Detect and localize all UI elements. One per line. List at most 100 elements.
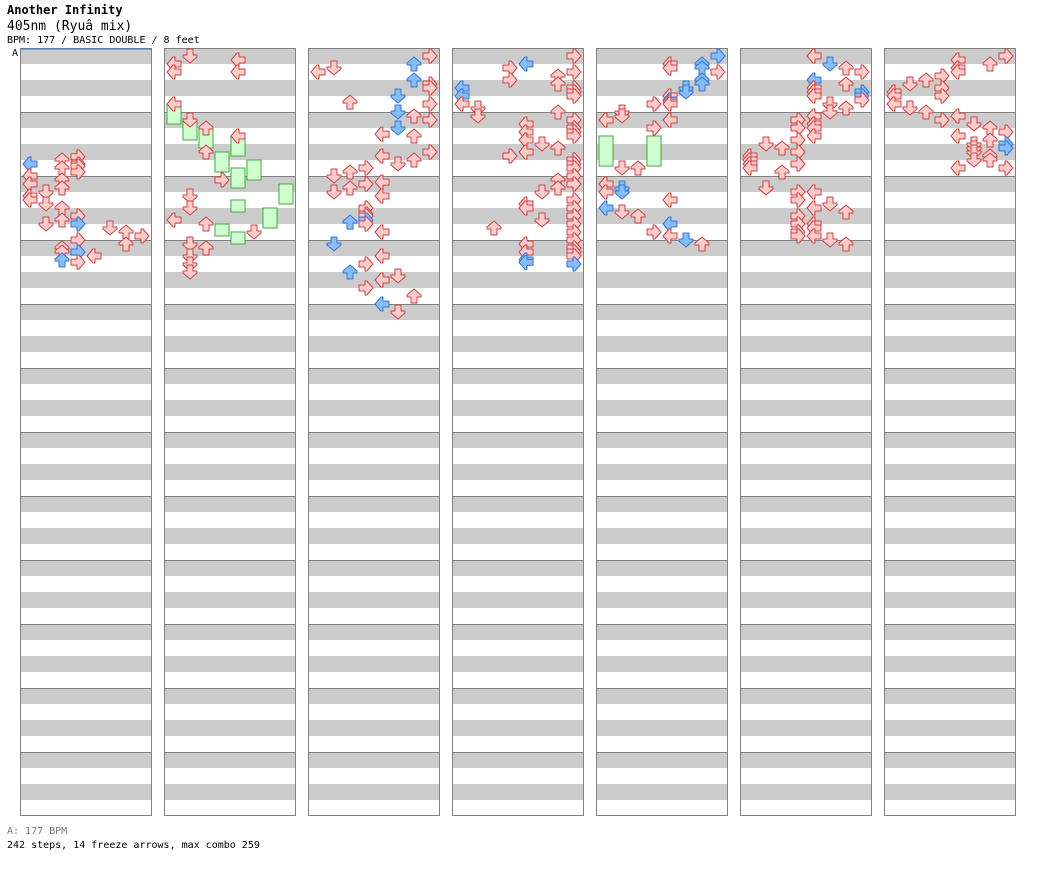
beat-stripe (20, 368, 152, 384)
down-arrow-icon (678, 84, 694, 100)
down-arrow-icon (534, 136, 550, 152)
up-arrow-icon (198, 240, 214, 256)
beat-stripe (740, 592, 872, 608)
freeze-arrow-body (214, 151, 230, 173)
beat-stripe (452, 720, 584, 736)
down-arrow-icon (182, 48, 198, 64)
up-arrow-icon (630, 208, 646, 224)
left-arrow-icon (806, 48, 822, 64)
beat-stripe (308, 144, 440, 160)
beat-stripe (596, 496, 728, 512)
chart-column-border (308, 48, 440, 816)
up-arrow-icon (550, 76, 566, 92)
down-arrow-icon (902, 100, 918, 116)
left-arrow-icon (598, 184, 614, 200)
beat-stripe (740, 368, 872, 384)
right-arrow-icon (502, 148, 518, 164)
right-arrow-icon (358, 160, 374, 176)
up-arrow-icon (342, 164, 358, 180)
left-arrow-icon (230, 128, 246, 144)
beat-stripe (884, 432, 1016, 448)
left-arrow-icon (598, 200, 614, 216)
beat-stripe (596, 368, 728, 384)
left-arrow-icon (886, 96, 902, 112)
beat-stripe (884, 144, 1016, 160)
up-arrow-icon (198, 144, 214, 160)
beat-stripe (164, 560, 296, 576)
beat-stripe (596, 592, 728, 608)
beat-stripe (308, 272, 440, 288)
left-arrow-icon (374, 248, 390, 264)
beat-stripe (308, 176, 440, 192)
up-arrow-icon (342, 264, 358, 280)
beat-stripe (308, 656, 440, 672)
beat-stripe (596, 400, 728, 416)
left-arrow-icon (662, 192, 678, 208)
up-arrow-icon (982, 56, 998, 72)
down-arrow-icon (390, 120, 406, 136)
right-arrow-icon (710, 48, 726, 64)
right-arrow-icon (422, 112, 438, 128)
song-subtitle: 405nm (Ryuâ mix) (7, 19, 133, 34)
freeze-arrow-body (230, 231, 246, 245)
beat-stripe (164, 720, 296, 736)
left-arrow-icon (374, 224, 390, 240)
beat-stripe (452, 752, 584, 768)
left-arrow-icon (374, 148, 390, 164)
down-arrow-icon (326, 184, 342, 200)
beat-stripe (884, 400, 1016, 416)
down-arrow-icon (182, 236, 198, 252)
beat-stripe (20, 48, 152, 64)
up-arrow-icon (342, 94, 358, 110)
beat-stripe (452, 208, 584, 224)
down-arrow-icon (326, 60, 342, 76)
right-arrow-icon (854, 92, 870, 108)
beat-stripe (740, 464, 872, 480)
beat-stripe (20, 528, 152, 544)
left-arrow-icon (310, 64, 326, 80)
beat-stripe (884, 624, 1016, 640)
beat-stripe (20, 272, 152, 288)
up-arrow-icon (406, 152, 422, 168)
beat-stripe (740, 496, 872, 512)
right-arrow-icon (646, 96, 662, 112)
beat-stripe (20, 656, 152, 672)
beat-stripe (164, 624, 296, 640)
beat-stripe (884, 496, 1016, 512)
beat-stripe (452, 272, 584, 288)
down-arrow-icon (614, 160, 630, 176)
left-arrow-icon (662, 60, 678, 76)
freeze-arrow-body (278, 183, 294, 205)
beat-stripe (452, 464, 584, 480)
up-arrow-icon (118, 236, 134, 252)
right-arrow-icon (998, 48, 1014, 64)
right-arrow-icon (358, 256, 374, 272)
left-arrow-icon (374, 188, 390, 204)
beat-stripe (884, 208, 1016, 224)
up-arrow-icon (982, 152, 998, 168)
beat-stripe (452, 560, 584, 576)
chart-column-border (884, 48, 1016, 816)
song-title: Another Infinity (7, 3, 123, 17)
beat-stripe (164, 528, 296, 544)
beat-stripe (164, 656, 296, 672)
beat-stripe (164, 752, 296, 768)
left-arrow-icon (86, 248, 102, 264)
beat-stripe (308, 304, 440, 320)
beat-stripe (164, 400, 296, 416)
beat-stripe (884, 240, 1016, 256)
up-arrow-icon (774, 140, 790, 156)
right-arrow-icon (566, 128, 582, 144)
left-arrow-icon (374, 296, 390, 312)
freeze-arrow-body (262, 207, 278, 229)
chart-meta: BPM: 177 / BASIC DOUBLE / 8 feet (7, 35, 200, 46)
down-arrow-icon (182, 112, 198, 128)
up-arrow-icon (54, 180, 70, 196)
beat-stripe (452, 304, 584, 320)
up-arrow-icon (198, 120, 214, 136)
freeze-arrow-body (246, 159, 262, 181)
beat-stripe (740, 304, 872, 320)
beat-stripe (308, 208, 440, 224)
beat-stripe (164, 432, 296, 448)
right-arrow-icon (566, 88, 582, 104)
